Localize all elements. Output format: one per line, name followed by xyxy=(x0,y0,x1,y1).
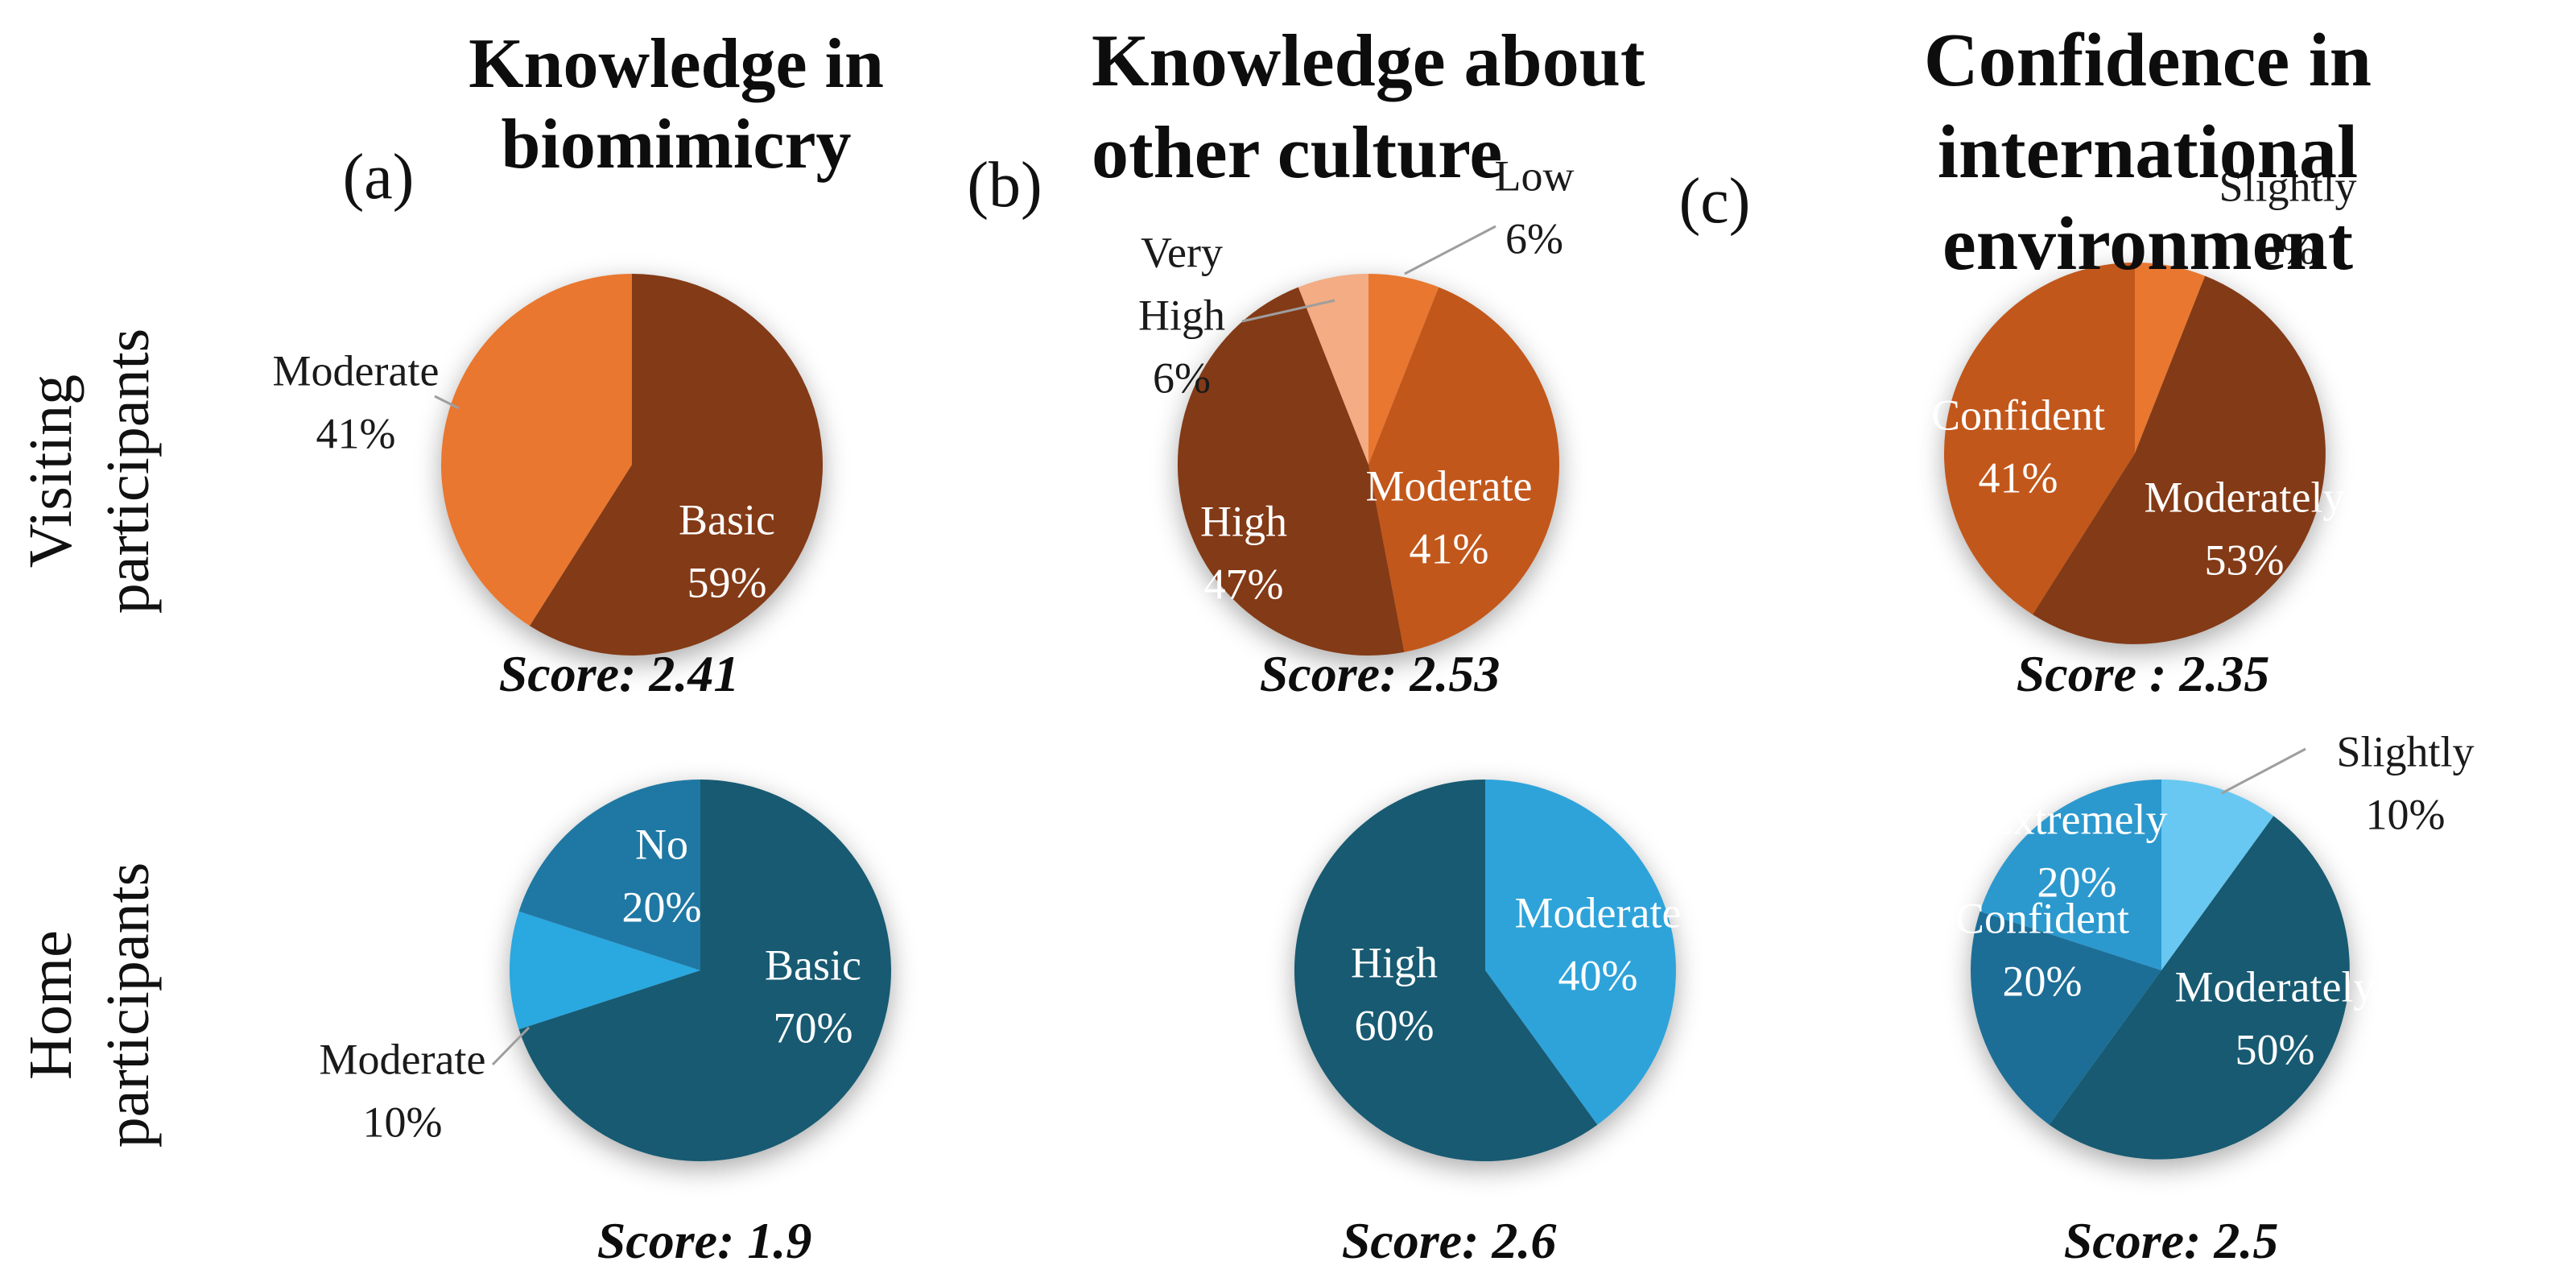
slice-label-high: High xyxy=(1200,497,1287,545)
slice-label-slightly: 10% xyxy=(2366,790,2446,838)
slice-label-moderately: Moderately xyxy=(2175,962,2376,1011)
pie-visiting-participants-a xyxy=(440,274,823,656)
score-visiting-other-culture: Score: 2.53 xyxy=(1259,645,1501,702)
title-line: environment xyxy=(1942,202,2354,286)
slice-label-no: No xyxy=(635,820,688,868)
slice-label-low: 6% xyxy=(1505,214,1563,263)
slice-label-very-high: Very xyxy=(1141,228,1223,276)
pie-slice-basic xyxy=(518,780,892,1161)
slice-label-basic: 70% xyxy=(774,1003,853,1052)
slice-label-moderately: Moderately xyxy=(2145,473,2345,521)
row-label-home-participants: Home participants xyxy=(12,683,173,1278)
pie-slice-no xyxy=(518,780,700,970)
slice-label-basic: Basic xyxy=(765,941,861,989)
title-line: biomimicry xyxy=(501,105,852,184)
panel-letter-a: (a) xyxy=(342,142,415,213)
pie-slice-basic xyxy=(530,274,823,656)
pie-slice-low xyxy=(1368,274,1439,465)
pie-slice-slightly xyxy=(2135,262,2206,453)
slice-label-very-high: 6% xyxy=(1153,354,1211,402)
slice-label-confident: 41% xyxy=(1979,453,2058,502)
label-leader-line xyxy=(1241,299,1335,323)
column-title-confidence-in-international-environment: Confidence in international environment xyxy=(1713,14,2576,290)
pie-slice-high xyxy=(1294,780,1598,1161)
slice-label-slightly: Slightly xyxy=(2336,727,2474,775)
slice-label-extremely: 20% xyxy=(2037,858,2117,906)
slice-label-very-high: High xyxy=(1138,291,1225,339)
slice-label-confident: 20% xyxy=(2003,957,2083,1005)
pie-home-participants-c xyxy=(1971,780,2350,1160)
slice-label-moderate: Moderate xyxy=(320,1035,486,1083)
score-home-biomimicry: Score: 1.9 xyxy=(597,1212,812,1269)
pie-labels-visiting-participants: Basic 59% Moderate 41% xyxy=(273,346,775,606)
title-line: other culture xyxy=(1092,111,1503,193)
slice-label-no: 20% xyxy=(622,883,702,931)
pie-visiting-participants-b xyxy=(1177,274,1560,656)
pie-slice-moderately xyxy=(2049,816,2350,1160)
pie-home-participants-a xyxy=(510,780,892,1161)
slice-label-moderate: Moderate xyxy=(1515,888,1682,937)
pie-slice-moderately xyxy=(2033,275,2326,644)
pie-labels-home-participants: Slightly10%Moderately50%Confident20%Extr… xyxy=(1955,727,2475,1073)
slice-label-high: 60% xyxy=(1355,1001,1435,1049)
score-home-other-culture: Score: 2.6 xyxy=(1341,1212,1557,1269)
pie-slice-high xyxy=(1177,287,1405,656)
title-line: Knowledge about xyxy=(1092,19,1645,101)
label-leader-line xyxy=(1404,225,1496,275)
pie-slice-slightly xyxy=(2161,780,2274,970)
title-line: Confidence in international xyxy=(1923,19,2372,194)
slice-label-low: Low xyxy=(1495,151,1575,200)
pie-labels-home-participants: Basic 70% Moderate 10% No 20% xyxy=(320,820,861,1146)
pie-slice-extremely xyxy=(1979,780,2161,970)
label-leader-line xyxy=(2221,747,2306,795)
slice-label-extremely: Extremely xyxy=(1987,795,2168,843)
score-visiting-confidence: Score : 2.35 xyxy=(2016,645,2270,702)
slice-label-moderately: 50% xyxy=(2235,1025,2315,1073)
slice-label-moderate: 40% xyxy=(1558,951,1638,999)
score-home-confidence: Score: 2.5 xyxy=(2063,1212,2279,1269)
slice-label-high: High xyxy=(1351,938,1438,986)
slice-label-confident: Confident xyxy=(1931,391,2105,439)
slice-label-basic: 59% xyxy=(687,558,767,606)
panel-letter-c: (c) xyxy=(1678,166,1751,237)
column-title-knowledge-about-other-culture: Knowledge about other culture xyxy=(1092,14,1719,198)
pie-slice-moderate xyxy=(1368,287,1560,652)
slice-label-basic: Basic xyxy=(679,495,775,544)
slice-label-slightly: 6% xyxy=(2259,225,2317,273)
slice-label-moderate: 41% xyxy=(1410,524,1489,573)
pie-slice-confident xyxy=(1971,911,2161,1125)
pie-slice-moderate xyxy=(510,911,700,1030)
pie-visiting-participants-c xyxy=(1943,262,2326,644)
row-label-line: Home xyxy=(17,930,85,1080)
pie-home-participants-b xyxy=(1294,780,1676,1161)
score-visiting-biomimicry: Score: 2.41 xyxy=(498,645,740,702)
slice-label-moderate: Moderate xyxy=(1366,461,1533,510)
slice-label-moderate: 10% xyxy=(363,1098,443,1146)
slice-label-high: 47% xyxy=(1204,560,1284,608)
label-leader-line xyxy=(434,395,460,410)
row-label-line: participants xyxy=(94,862,162,1148)
slice-label-moderate: Moderate xyxy=(273,346,440,395)
pie-slice-very-high xyxy=(1298,274,1368,465)
pie-labels-visiting-participants: Low 6% Moderate 41% High 47% Very High 6% xyxy=(1138,151,1574,608)
slice-label-moderate: 41% xyxy=(316,409,396,457)
panel-letter-b: (b) xyxy=(967,150,1042,221)
pie-labels-home-participants: Moderate 40% High 60% xyxy=(1351,888,1681,1049)
slice-label-slightly: Slightly xyxy=(2219,162,2356,210)
pie-slice-moderate xyxy=(1485,780,1676,1125)
label-leader-line xyxy=(491,1026,530,1066)
slice-label-moderately: 53% xyxy=(2205,536,2285,584)
pie-slice-moderate xyxy=(440,274,632,627)
slice-label-confident: Confident xyxy=(1955,894,2129,942)
title-line: Knowledge in xyxy=(469,25,884,103)
pie-labels-visiting-participants: Slightly 6% Moderately 53% Confident 41% xyxy=(1931,162,2357,584)
column-title-knowledge-in-biomimicry: Knowledge in biomimicry xyxy=(427,24,926,185)
pie-slice-confident xyxy=(1943,263,2135,615)
